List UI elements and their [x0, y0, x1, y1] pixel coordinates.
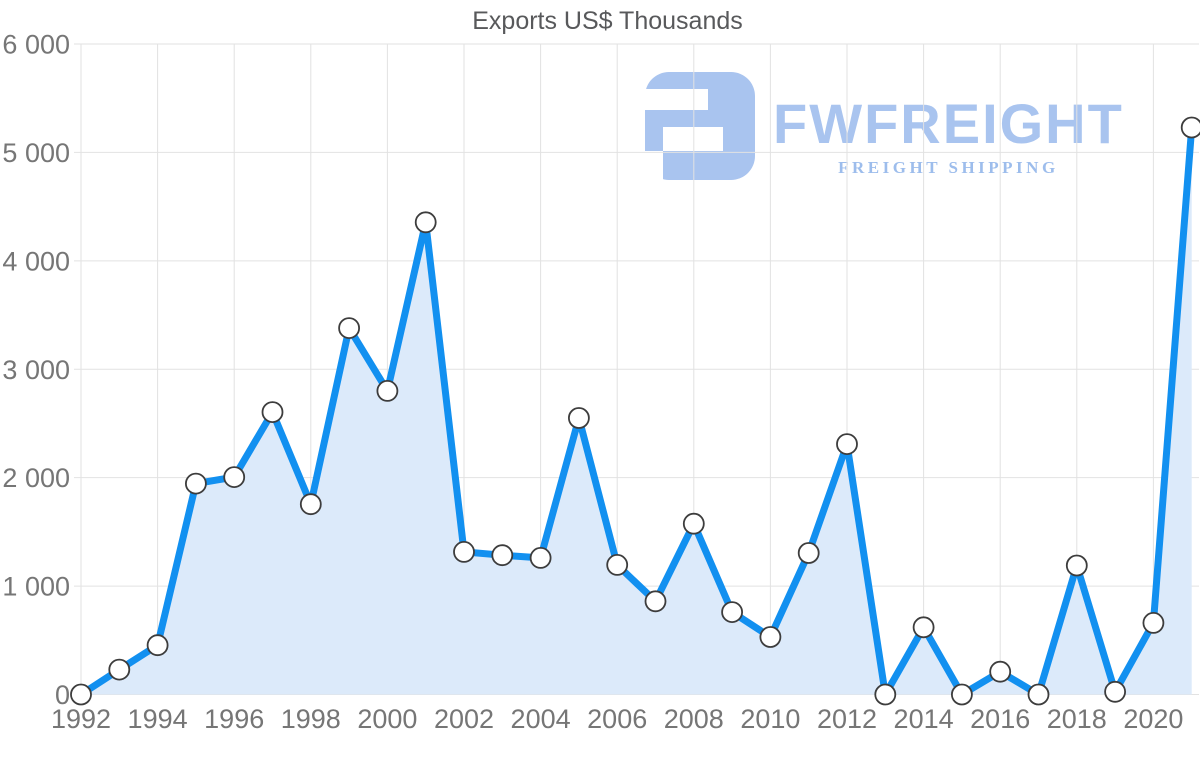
y-axis-label: 0 — [55, 680, 70, 710]
data-point-marker — [836, 433, 858, 456]
x-axis-label: 2006 — [587, 704, 647, 734]
data-point-marker — [1065, 554, 1088, 577]
x-axis-label: 2016 — [970, 704, 1030, 734]
data-point-marker — [414, 211, 437, 234]
data-point-marker — [108, 658, 131, 681]
data-point-marker — [644, 590, 667, 613]
data-point-marker — [1142, 612, 1165, 634]
x-axis-label: 2004 — [511, 704, 571, 734]
data-point-marker — [1104, 680, 1126, 703]
data-point-marker — [759, 626, 782, 648]
x-axis-label: 1992 — [51, 704, 111, 734]
data-point-marker — [299, 493, 322, 516]
data-point-marker — [989, 660, 1012, 683]
data-point-marker — [682, 512, 705, 535]
data-point-marker — [912, 616, 935, 639]
data-point-marker — [146, 634, 169, 657]
y-axis-label: 1 000 — [2, 572, 70, 602]
x-axis-label: 2000 — [357, 704, 417, 734]
chart-title: Exports US$ Thousands — [472, 7, 743, 35]
data-point-marker — [951, 683, 973, 706]
x-axis-label: 1996 — [204, 704, 264, 734]
fwfreight-logo-icon — [645, 72, 755, 180]
data-point-marker — [721, 601, 743, 623]
logo-icon-notch — [663, 127, 723, 151]
data-point-marker — [376, 379, 399, 402]
x-axis-label: 1998 — [281, 704, 341, 734]
data-point-marker — [568, 407, 590, 429]
logo-icon-notch — [645, 89, 708, 110]
data-point-marker — [184, 472, 207, 495]
x-axis-label: 1994 — [128, 704, 188, 734]
y-axis-label: 3 000 — [2, 355, 70, 385]
y-axis-label: 4 000 — [2, 246, 70, 276]
data-point-marker — [874, 683, 897, 706]
y-axis-label: 2 000 — [2, 463, 70, 493]
x-axis-label: 2018 — [1047, 704, 1107, 734]
x-axis-label: 2014 — [894, 704, 954, 734]
data-point-marker — [1180, 116, 1200, 139]
data-point-marker — [223, 466, 246, 489]
data-point-marker — [797, 542, 820, 564]
data-point-marker — [338, 317, 361, 340]
data-point-marker — [529, 547, 552, 569]
x-axis-label: 2010 — [740, 704, 800, 734]
data-point-marker — [491, 544, 514, 567]
x-axis-label: 2002 — [434, 704, 494, 734]
y-axis-label: 5 000 — [2, 138, 70, 168]
data-point-marker — [1027, 683, 1050, 706]
x-axis-label: 2020 — [1123, 704, 1183, 734]
data-point-marker — [453, 541, 475, 563]
x-axis-label: 2008 — [664, 704, 724, 734]
series-area-fill — [81, 127, 1192, 695]
data-point-marker — [70, 683, 92, 706]
logo-text-block: FWFREIGHT FREIGHT SHIPPING — [773, 72, 1124, 180]
data-point-marker — [606, 554, 629, 576]
brand-watermark: FWFREIGHT FREIGHT SHIPPING — [645, 72, 1124, 180]
logo-wordmark: FWFREIGHT — [773, 92, 1124, 155]
logo-tagline: FREIGHT SHIPPING — [838, 158, 1059, 177]
y-axis-label: 6 000 — [2, 30, 70, 60]
x-axis-label: 2012 — [817, 704, 877, 734]
logo-icon-notch — [645, 151, 663, 180]
data-point-marker — [261, 401, 284, 424]
